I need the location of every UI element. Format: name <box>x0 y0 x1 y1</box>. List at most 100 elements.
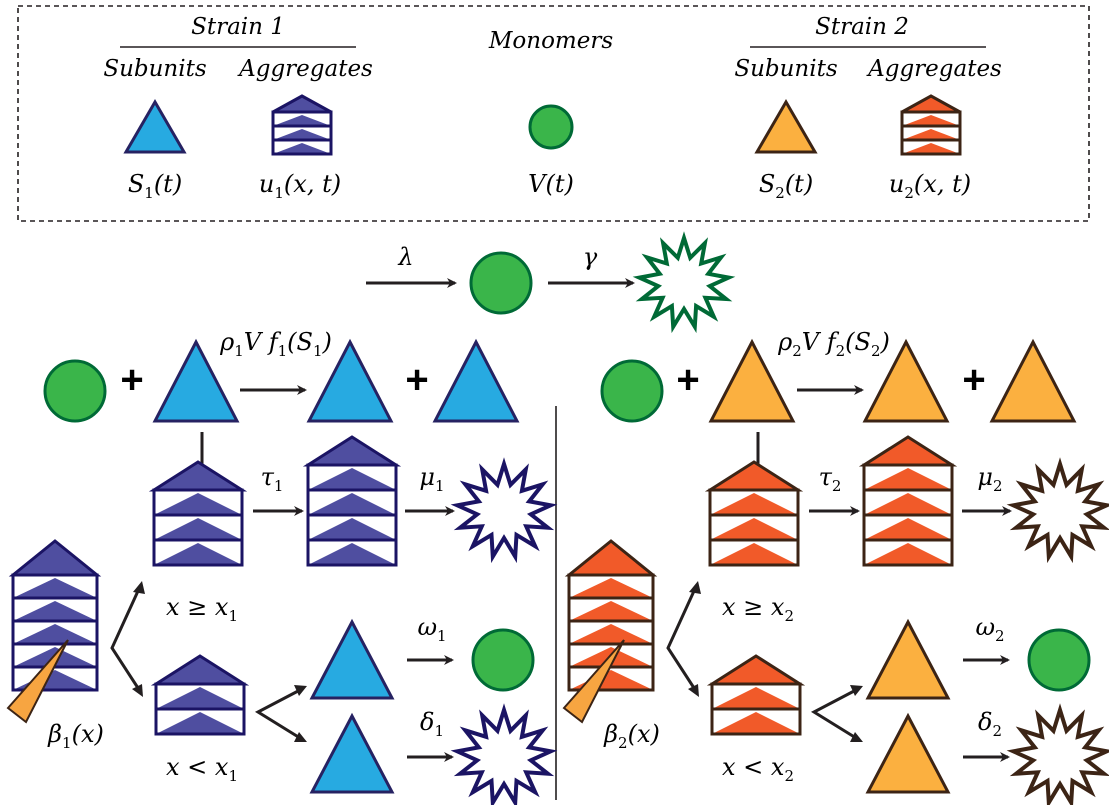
aggregate-layer <box>710 493 798 515</box>
aggregate-layer <box>308 468 396 490</box>
gamma-label: γ <box>583 243 598 271</box>
aggregate-2-death-burst-icon <box>1006 457 1109 564</box>
aggregate-outline <box>271 110 333 156</box>
aggregate-outline <box>900 110 962 156</box>
aggregate-2-small <box>704 460 804 567</box>
legend-aggregate-1-icon <box>271 94 333 156</box>
aggregate-outline <box>708 488 800 567</box>
reactant-subunit-1 <box>152 338 240 423</box>
aggregate-2-fragment <box>706 654 806 736</box>
mu2-label: μ2 <box>977 463 1002 495</box>
omega1-label: ω1 <box>417 613 446 645</box>
split-arrowhead <box>133 581 145 594</box>
monomer-shape <box>43 359 107 423</box>
monomer-circle <box>469 251 533 315</box>
legend-subunit-1-icon <box>123 99 187 154</box>
aggregate-peak <box>564 539 658 577</box>
split-arrowhead <box>132 684 143 697</box>
product-subunit-2 <box>989 338 1077 423</box>
legend-strain1: Strain 1 Subunits Aggregates S1(t) u1(x,… <box>103 14 373 202</box>
label-S2: S2(t) <box>759 170 813 202</box>
aggregate-layer <box>273 129 331 140</box>
aggregate-1-small <box>148 460 248 567</box>
split-arrowhead <box>689 581 701 594</box>
legend-aggregate-2-icon <box>900 94 962 156</box>
condition-lt-2: x < x2 <box>722 753 794 785</box>
product-subunit-1 <box>432 338 520 423</box>
aggregate-layer <box>902 115 960 126</box>
aggregate-peak <box>272 94 332 114</box>
aggregate-outline <box>567 573 655 692</box>
aggregate-layer <box>13 601 97 621</box>
strain1-subunits-label: Subunits <box>103 56 207 82</box>
subunit-triangle <box>152 338 240 423</box>
aggregate-peak <box>302 435 402 467</box>
burst-shape <box>450 703 558 805</box>
subunit-triangle <box>432 338 520 423</box>
strain2-aggregates-label: Aggregates <box>866 56 1002 82</box>
subunit-triangle <box>862 338 950 423</box>
subunit-triangle <box>865 618 951 700</box>
split-arrowhead <box>850 732 863 742</box>
label-V: V(t) <box>528 170 574 198</box>
subunit-triangle <box>754 99 818 154</box>
condition-lt-1: x < x1 <box>166 753 238 785</box>
aggregate-layer <box>154 493 242 515</box>
released-subunit-1 <box>309 618 395 700</box>
burst-shape <box>1006 457 1109 564</box>
fragmentation-wedge-icon <box>562 639 625 724</box>
aggregate-1-fragment <box>150 654 250 736</box>
split-arrowhead <box>294 685 307 696</box>
aggregate-peak <box>706 654 806 686</box>
legend-strain2: Strain 2 Subunits Aggregates S2(t) u2(x,… <box>734 14 1002 202</box>
strain1-aggregates-label: Aggregates <box>237 56 373 82</box>
subunit-triangle <box>708 338 796 423</box>
plus-sign: + <box>405 358 428 402</box>
reactant-subunit-2 <box>708 338 796 423</box>
aggregate-layer <box>273 115 331 126</box>
beta2-label: β2(x) <box>603 720 660 752</box>
aggregate-peak <box>8 539 102 577</box>
aggregate-layer <box>569 601 653 621</box>
aggregate-layer <box>13 624 97 644</box>
strain1-reactions: + ρ1V f1(S1) + τ1 μ1 β1(x) x ≥ x1 x < x1… <box>6 328 558 805</box>
product-subunit-1 <box>306 338 394 423</box>
aggregate-1-death-burst-icon <box>450 457 558 564</box>
omega2-label: ω2 <box>975 613 1004 645</box>
subunit-2-death-burst-icon <box>1006 703 1109 805</box>
aggregate-layer <box>710 543 798 565</box>
aggregate-outline <box>152 488 244 567</box>
burst-shape <box>1006 703 1109 805</box>
aggregate-layer <box>156 687 244 709</box>
dissociation-arrows-2 <box>810 688 857 740</box>
legend-box <box>17 5 1090 222</box>
aggregate-layer <box>712 687 800 709</box>
product-subunit-2 <box>862 338 950 423</box>
aggregate-1-grown <box>302 435 402 567</box>
aggregate-peak <box>148 460 248 492</box>
subunit-1-death-burst-icon <box>450 703 558 805</box>
aggregate-2-grown <box>858 435 958 567</box>
label-u1: u1(x, t) <box>259 170 341 202</box>
label-u2: u2(x, t) <box>889 170 971 202</box>
delta2-label: δ2 <box>978 708 1002 740</box>
split-arrowhead <box>850 685 863 696</box>
aggregate-layer <box>569 578 653 598</box>
burst-shape <box>632 231 736 334</box>
subunit-triangle <box>865 712 951 794</box>
mu1-label: μ1 <box>419 463 444 495</box>
split-arrows-2 <box>666 590 696 689</box>
released-subunit-1 <box>309 712 395 794</box>
aggregate-layer <box>712 712 800 734</box>
aggregate-layer <box>864 468 952 490</box>
plus-sign: + <box>120 358 143 402</box>
rho1-label: ρ1V f1(S1) <box>219 328 332 360</box>
aggregate-layer <box>156 712 244 734</box>
aggregate-layer <box>710 518 798 540</box>
subunit-triangle <box>989 338 1077 423</box>
aggregate-peak <box>150 654 250 686</box>
dissociation-arrows-1 <box>254 688 301 740</box>
released-subunit-2 <box>865 618 951 700</box>
condition-geq-2: x ≥ x2 <box>722 593 794 625</box>
